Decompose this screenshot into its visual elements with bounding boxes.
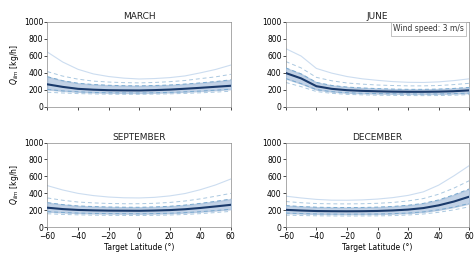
Y-axis label: $Q_{lim}$ [kg/h]: $Q_{lim}$ [kg/h]	[8, 165, 21, 206]
X-axis label: Target Latitude (°): Target Latitude (°)	[104, 243, 174, 252]
Title: DECEMBER: DECEMBER	[353, 133, 402, 142]
Title: MARCH: MARCH	[123, 12, 155, 21]
Y-axis label: $Q_{lim}$ [kg/h]: $Q_{lim}$ [kg/h]	[8, 44, 21, 85]
Title: JUNE: JUNE	[367, 12, 388, 21]
X-axis label: Target Latitude (°): Target Latitude (°)	[342, 243, 413, 252]
Text: Wind speed: 3 m/s: Wind speed: 3 m/s	[393, 24, 464, 33]
Title: SEPTEMBER: SEPTEMBER	[112, 133, 166, 142]
